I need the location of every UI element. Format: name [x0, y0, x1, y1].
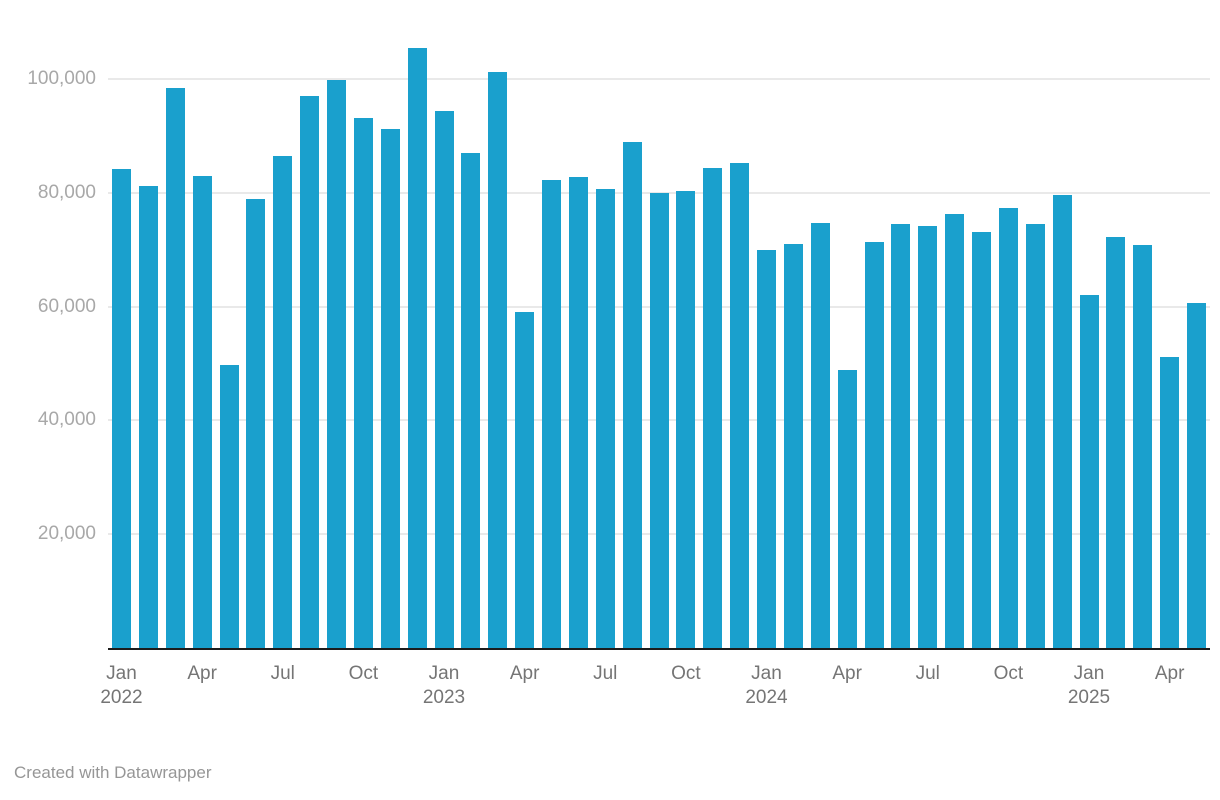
x-tick-month: Oct	[671, 663, 701, 684]
bar-dec-2024[interactable]	[1052, 195, 1072, 648]
plot-area	[108, 9, 1210, 648]
x-tick-month: Apr	[509, 663, 540, 684]
bar-jul-2022[interactable]	[273, 156, 293, 648]
bar-jun-2024[interactable]	[891, 223, 911, 648]
bar-apr-2025[interactable]	[1160, 356, 1180, 648]
bar-mar-2022[interactable]	[165, 87, 185, 648]
x-tick-month: Jul	[270, 663, 295, 684]
bar-may-2023[interactable]	[542, 179, 561, 648]
x-tick-label-jan-2023: Jan 2023	[399, 662, 489, 710]
x-tick-label-apr-2025: Apr	[1125, 662, 1215, 686]
x-tick-label-oct-2022: Oct	[318, 662, 408, 686]
bar-sep-2024[interactable]	[972, 231, 991, 648]
bar-feb-2023[interactable]	[461, 152, 481, 648]
bar-feb-2024[interactable]	[783, 244, 803, 648]
x-tick-month: Jul	[593, 663, 618, 684]
x-tick-year: 2024	[745, 687, 788, 708]
bar-nov-2023[interactable]	[703, 168, 723, 648]
datawrapper-credit: Created with Datawrapper	[14, 763, 212, 782]
bar-mar-2024[interactable]	[810, 222, 830, 648]
bar-oct-2024[interactable]	[998, 207, 1018, 648]
x-tick-month: Jan	[428, 663, 460, 684]
bar-oct-2023[interactable]	[676, 190, 696, 648]
bar-jul-2024[interactable]	[918, 225, 938, 648]
bar-jun-2023[interactable]	[568, 177, 588, 648]
bar-nov-2024[interactable]	[1025, 223, 1045, 648]
x-tick-month: Oct	[993, 663, 1024, 684]
bar-may-2025[interactable]	[1187, 302, 1206, 648]
x-axis-line	[108, 648, 1210, 650]
bar-sep-2023[interactable]	[649, 192, 669, 648]
bar-nov-2022[interactable]	[380, 128, 400, 648]
bar-sep-2022[interactable]	[327, 79, 346, 648]
y-tick-label-20000: 20,000	[37, 523, 96, 545]
bar-may-2022[interactable]	[219, 365, 239, 648]
x-tick-month: Jan	[106, 663, 137, 684]
bar-dec-2023[interactable]	[730, 162, 750, 648]
x-tick-label-jul-2024: Jul	[883, 662, 973, 686]
x-tick-month: Apr	[832, 663, 862, 684]
x-tick-label-jul-2023: Jul	[560, 662, 650, 686]
y-tick-label-100000: 100,000	[27, 68, 96, 89]
x-tick-label-apr-2023: Apr	[480, 662, 570, 686]
bar-oct-2022[interactable]	[353, 118, 373, 648]
bar-jan-2023[interactable]	[434, 111, 454, 648]
bar-feb-2025[interactable]	[1106, 237, 1126, 648]
x-tick-year: 2025	[1067, 687, 1111, 708]
y-tick-label-80000: 80,000	[37, 181, 96, 203]
bar-aug-2024[interactable]	[945, 214, 965, 648]
bar-mar-2023[interactable]	[488, 71, 508, 648]
bar-jul-2023[interactable]	[595, 189, 615, 648]
x-tick-label-oct-2023: Oct	[641, 662, 731, 686]
x-tick-label-jan-2024: Jan 2024	[722, 662, 812, 710]
bar-dec-2022[interactable]	[407, 47, 427, 648]
bar-apr-2023[interactable]	[515, 311, 535, 648]
x-tick-label-apr-2024: Apr	[802, 662, 892, 686]
x-tick-label-jul-2022: Jul	[238, 662, 328, 686]
x-tick-month: Oct	[348, 663, 379, 684]
bar-jan-2024[interactable]	[757, 250, 776, 648]
bar-aug-2023[interactable]	[622, 141, 642, 648]
bar-aug-2022[interactable]	[300, 96, 320, 648]
x-tick-month: Jan	[751, 663, 782, 684]
x-tick-label-jan-2022: Jan 2022	[77, 662, 167, 710]
bar-mar-2025[interactable]	[1133, 244, 1153, 648]
x-tick-year: 2022	[100, 687, 143, 708]
x-tick-month: Jul	[915, 663, 940, 684]
bar-apr-2022[interactable]	[192, 176, 212, 648]
y-tick-label-40000: 40,000	[37, 409, 96, 431]
x-tick-year: 2023	[422, 687, 466, 708]
x-tick-label-jan-2025: Jan 2025	[1044, 662, 1134, 710]
x-tick-month: Jan	[1073, 663, 1105, 684]
x-tick-month: Apr	[187, 663, 217, 684]
x-tick-label-oct-2024: Oct	[963, 662, 1053, 686]
gridline-100000	[108, 78, 1210, 80]
bar-apr-2024[interactable]	[837, 370, 857, 648]
bar-jan-2022[interactable]	[112, 168, 131, 648]
bar-jan-2025[interactable]	[1079, 295, 1099, 648]
x-tick-month: Apr	[1154, 663, 1185, 684]
bar-jun-2022[interactable]	[246, 198, 266, 648]
bar-feb-2022[interactable]	[138, 185, 158, 648]
bar-may-2024[interactable]	[864, 241, 884, 648]
y-tick-label-60000: 60,000	[37, 295, 96, 317]
x-tick-label-apr-2022: Apr	[157, 662, 247, 686]
